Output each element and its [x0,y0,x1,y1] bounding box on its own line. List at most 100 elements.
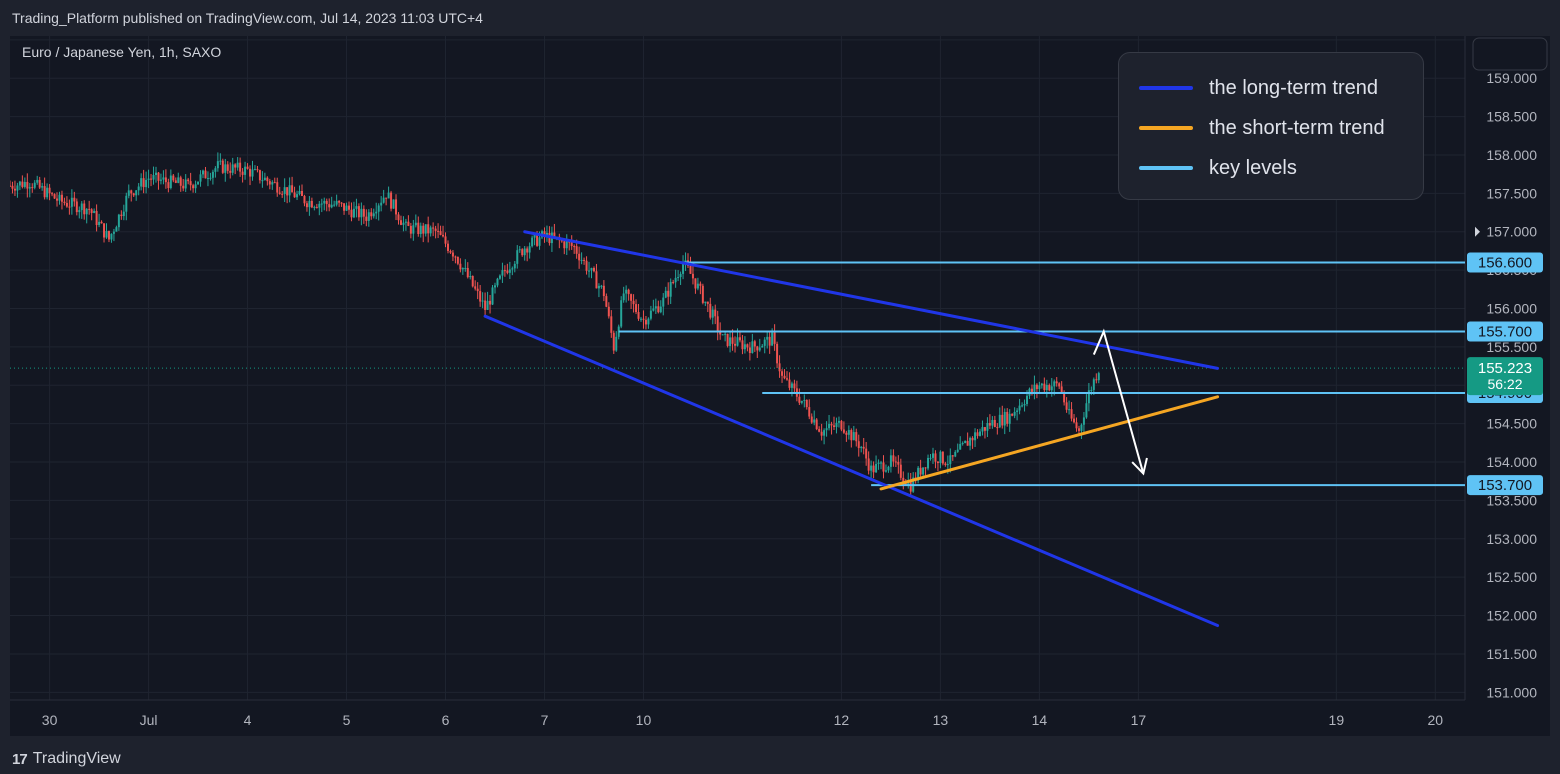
candle-down [630,294,633,301]
candle-up [887,466,890,471]
candle-up [219,160,222,162]
candle-down [454,256,457,258]
candle-up [590,268,593,271]
candle-up [922,467,925,475]
candle-down [310,200,313,208]
candle-up [375,211,378,214]
top-bar: Trading_Platform published on TradingVie… [0,0,1560,36]
candle-down [862,446,865,449]
candle-down [65,203,68,207]
candle-down [924,467,927,469]
candle-down [694,278,697,289]
x-tick-label: 5 [343,712,351,728]
candle-up [664,290,667,298]
candle-down [172,175,175,181]
candle-up [1008,413,1011,424]
y-tick-label: 159.000 [1486,70,1537,86]
candle-down [446,243,449,251]
candle-down [536,234,539,246]
candle-up [1053,381,1056,387]
candle-up [135,190,138,196]
candle-up [197,181,200,185]
candle-up [927,457,930,469]
candle-down [810,416,813,423]
legend-label: the long-term trend [1209,76,1378,99]
candle-down [325,200,328,205]
candle-down [479,291,482,302]
candle-up [318,203,321,208]
y-tick-label: 154.000 [1486,454,1537,470]
x-tick-label: Jul [140,712,158,728]
candle-down [785,378,788,380]
candle-up [261,180,264,182]
candle-up [931,453,934,458]
candle-up [880,462,883,464]
candle-down [748,347,751,353]
candle-down [107,231,110,240]
candle-up [494,285,496,288]
candle-down [776,343,779,364]
candle-down [249,168,252,177]
y-tick-label: 152.000 [1486,608,1537,624]
candle-down [189,181,192,186]
candle-up [33,182,36,188]
candle-up [652,308,655,311]
x-tick-label: 6 [442,712,450,728]
candle-up [464,267,467,269]
candle-down [691,273,694,279]
candle-up [597,285,600,289]
candle-up [518,249,521,251]
candle-down [543,231,546,236]
candle-down [31,187,34,189]
candle-up [961,443,964,445]
y-tick-label: 157.000 [1486,224,1537,240]
candle-up [18,181,21,186]
tradingview-logo[interactable]: 17 TradingView [12,750,121,768]
symbol-label[interactable]: Euro / Japanese Yen, 1h, SAXO [22,44,222,60]
candle-down [1070,409,1073,419]
candle-down [842,429,845,433]
candle-up [36,179,39,183]
candle-down [489,300,492,305]
candle-up [46,187,49,198]
candle-down [268,181,271,185]
candle-up [419,225,422,234]
candle-up [531,237,534,247]
candle-up [969,437,972,446]
y-tick-label: 151.000 [1486,684,1537,700]
candle-down [610,316,613,333]
candle-up [323,200,326,204]
candle-up [78,210,81,213]
candle-down [442,234,445,237]
candle-down [1001,414,1004,426]
candle-up [662,297,665,307]
x-tick-label: 17 [1131,712,1147,728]
candle-down [427,224,430,234]
candle-down [575,246,578,254]
candle-up [1026,395,1029,405]
price-chart[interactable]: 159.000158.500158.000157.500157.000156.5… [10,36,1550,736]
candle-down [432,227,435,229]
candle-up [538,237,541,246]
candle-down [1055,381,1058,384]
candle-up [177,177,180,183]
candle-up [565,241,568,249]
candle-down [850,430,853,441]
candle-up [145,179,148,188]
candle-up [41,186,44,188]
candle-down [348,205,351,210]
candle-down [632,300,635,305]
candle-down [187,179,190,182]
candle-up [491,287,494,305]
candle-up [360,208,363,218]
y-tick-label: 156.000 [1486,301,1537,317]
candle-down [768,336,771,346]
candle-down [293,192,296,198]
candle-down [449,250,452,253]
candle-up [355,206,358,209]
candle-down [182,185,185,189]
short-term-trend-line [879,395,1220,491]
candle-up [1018,405,1021,411]
legend[interactable]: the long-term trend the short-term trend… [1118,52,1424,200]
candle-down [595,271,598,289]
